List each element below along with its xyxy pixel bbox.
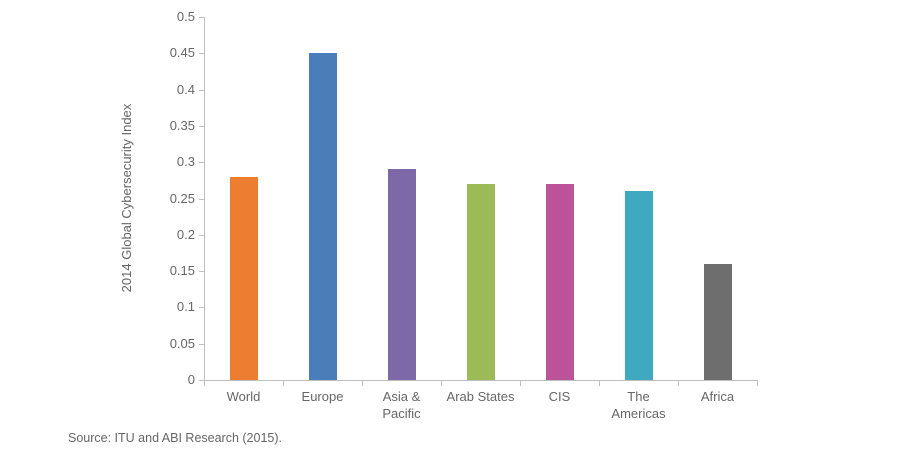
y-tick-mark	[199, 234, 204, 236]
y-tick-mark	[199, 343, 204, 345]
x-tick-mark	[757, 381, 758, 386]
bar-cis	[545, 183, 574, 380]
bar-africa	[703, 263, 732, 380]
y-axis-title: 2014 Global Cybersecurity Index	[119, 103, 134, 293]
x-tick-mark	[520, 381, 521, 386]
y-tick-label: 0.3	[176, 154, 195, 170]
y-tick-mark	[199, 17, 204, 18]
x-axis-line	[204, 380, 758, 381]
y-tick-label: 0.5	[176, 9, 195, 24]
x-category-label: Asia & Pacific	[382, 389, 421, 421]
y-tick-label: 0.2	[176, 226, 195, 242]
y-tick-label: 0.1	[176, 299, 195, 315]
bar-the-americas	[624, 191, 653, 380]
x-category-label: Arab States	[446, 389, 515, 404]
x-tick-mark	[678, 381, 679, 386]
y-tick-label: 0	[187, 372, 195, 387]
x-tick-mark	[362, 381, 363, 386]
x-category-label: CIS	[548, 389, 571, 404]
x-category-label: The Americas	[611, 389, 666, 421]
y-tick-label: 0.4	[176, 81, 195, 97]
y-tick-label: 0.25	[169, 190, 195, 206]
x-tick-mark	[441, 381, 442, 386]
y-axis-line	[204, 17, 205, 381]
x-tick-mark	[283, 381, 284, 386]
source-note: Source: ITU and ABI Research (2015).	[68, 431, 282, 445]
bar-arab-states	[466, 183, 495, 380]
y-tick-mark	[199, 198, 204, 200]
bar-europe	[308, 53, 337, 380]
x-tick-mark	[599, 381, 600, 386]
bar-world	[229, 176, 258, 380]
x-category-label: Europe	[301, 389, 344, 404]
y-tick-mark	[199, 53, 204, 55]
bar-asia-pacific	[387, 169, 416, 380]
y-tick-mark	[199, 162, 204, 164]
y-tick-label: 0.35	[169, 117, 195, 133]
y-tick-label: 0.05	[169, 335, 195, 351]
y-tick-mark	[199, 271, 204, 273]
y-tick-mark	[199, 307, 204, 309]
x-category-label: Africa	[700, 389, 735, 404]
y-tick-mark	[199, 380, 204, 381]
y-tick-mark	[199, 89, 204, 91]
y-tick-label: 0.15	[169, 263, 195, 279]
x-tick-mark	[204, 381, 205, 386]
y-tick-mark	[199, 125, 204, 127]
y-tick-label: 0.45	[169, 45, 195, 61]
x-category-label: World	[226, 389, 261, 404]
